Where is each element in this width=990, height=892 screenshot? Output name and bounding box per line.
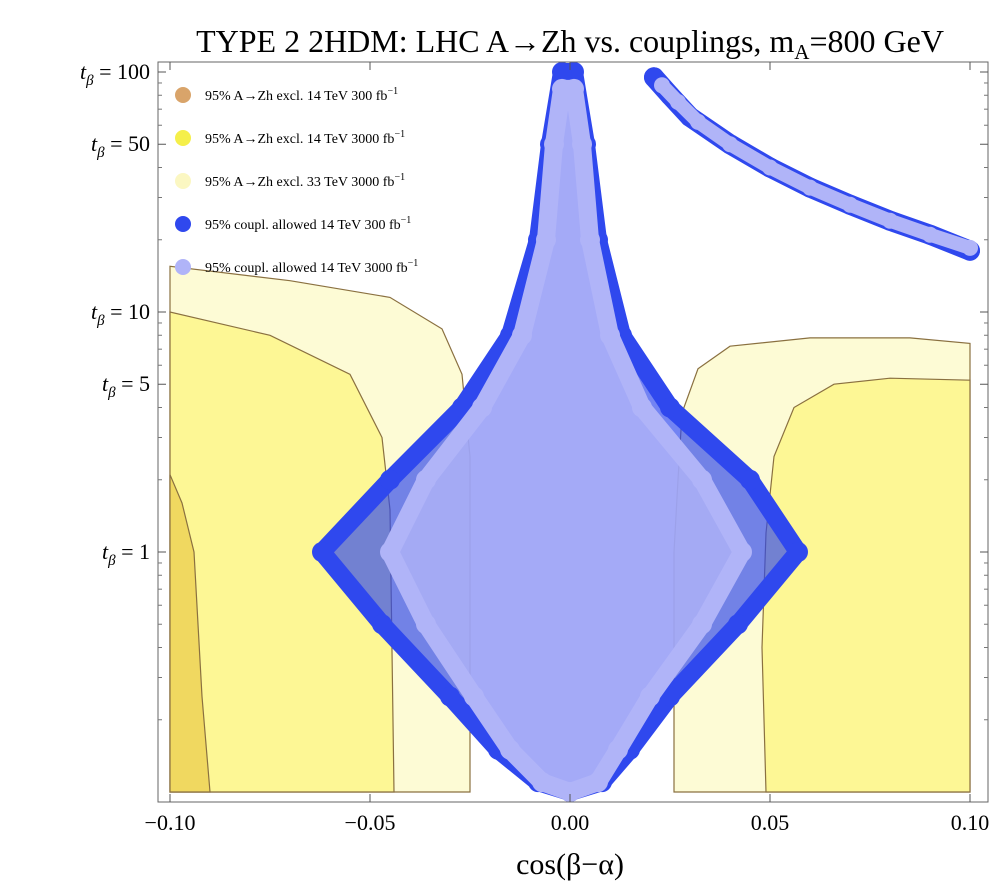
legend-label: 95% A→Zh excl. 14 TeV 3000 fb−1 [205,129,405,147]
coupling-point [690,113,706,130]
coupling-point [416,614,436,635]
coupling-point [732,542,752,562]
coupling-point [654,77,670,94]
coupling-point [380,542,400,562]
legend-label: 95% coupl. allowed 14 TeV 300 fb−1 [205,215,411,233]
coupling-point [660,686,680,707]
coupling-point [464,686,484,707]
coupling-point [802,179,818,196]
legend-label: 95% coupl. allowed 14 TeV 3000 fb−1 [205,258,418,276]
coupling-point [588,772,608,793]
coupling-point [600,325,620,346]
coupling-point [842,196,858,213]
plot-frame [157,61,989,803]
coupling-point [416,469,436,490]
coupling-point [692,469,712,490]
legend-marker [175,87,191,103]
coupling-point [660,397,680,418]
coupling-point [372,614,392,635]
exclusion-region-excl-14tev-300-left [169,474,211,793]
legend-marker [175,259,191,275]
legend: 95% A→Zh excl. 14 TeV 300 fb−1 95% A→Zh e… [175,86,418,276]
coupling-point [608,739,628,760]
x-axis-label: cos(β−α) [516,848,624,881]
x-tick-label: −0.05 [345,810,396,835]
coupling-point [544,134,564,155]
coupling-point [632,397,652,418]
coupling-point [380,469,400,490]
x-tick-label: 0.05 [751,810,790,835]
coupling-point [740,469,760,490]
coupling-point [312,542,332,562]
y-tick-label: tβ = 100 [80,59,150,89]
coupling-point [788,542,808,562]
legend-marker [175,130,191,146]
coupling-region-coupl-14tev-3000-central [380,78,752,802]
legend-label: 95% A→Zh excl. 33 TeV 3000 fb−1 [205,172,405,190]
coupling-branch-line [655,78,977,255]
coupling-point [762,159,778,176]
y-tick-label: tβ = 1 [102,539,150,569]
legend-label: 95% A→Zh excl. 14 TeV 300 fb−1 [205,86,398,104]
coupling-point [440,686,460,707]
coupling-point [722,136,738,153]
y-tick-label: tβ = 10 [91,299,150,329]
chart-title: TYPE 2 2HDM: LHC A→Zh vs. couplings, mA=… [196,23,944,64]
coupling-point [580,229,600,250]
x-tick-label: −0.10 [145,810,196,835]
plot-area [169,62,980,802]
coupling-point [512,325,532,346]
coupling-region-coupl-14tev-3000-upper-branch [654,77,978,256]
coupling-point [640,686,660,707]
coupling-point [692,614,712,635]
coupling-point [532,772,552,793]
coupling-point [500,739,520,760]
x-tick-label: 0.00 [551,810,590,835]
exclusion-region-excl-14tev-3000-left [169,311,395,793]
coupling-branch-line [644,67,980,261]
coupling-point [962,239,978,256]
coupling-point [552,62,572,82]
legend-marker [175,173,191,189]
coupling-point [552,78,572,99]
exclusion-region-excl-14tev-3000-right [761,377,971,793]
coupling-point [536,229,556,250]
coupling-point [560,782,580,802]
coupling-point [670,94,686,110]
y-tick-label: tβ = 5 [102,371,150,401]
coupling-point [572,134,592,155]
coupling-point [472,397,492,418]
legend-marker [175,216,191,232]
x-tick-label: 0.10 [951,810,990,835]
y-tick-label: tβ = 50 [91,131,150,161]
coupling-point [882,212,898,229]
coupling-point [728,614,748,635]
coupling-point [922,226,938,243]
